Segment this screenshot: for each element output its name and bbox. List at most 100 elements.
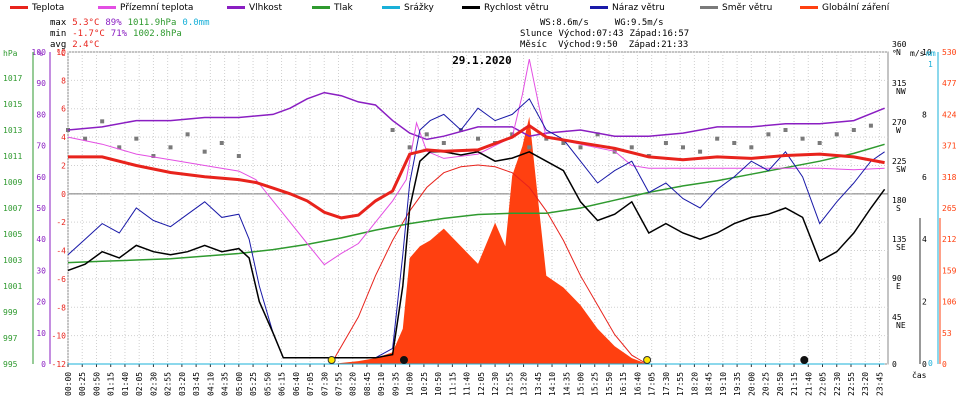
x-tick-label: 10:50 (434, 372, 443, 396)
wind-direction-point (168, 145, 173, 150)
x-tick-label: 16:40 (633, 372, 642, 396)
pressure-tick-label: 1017 (3, 74, 22, 83)
series-pressure (67, 143, 885, 264)
pressure-unit: hPa (3, 49, 18, 58)
wind-direction-point (578, 145, 583, 150)
pressure-tick-label: 1001 (3, 282, 22, 291)
x-tick-label: 05:00 (235, 372, 244, 396)
wind-direction-point (134, 136, 139, 141)
wind-direction-point (219, 141, 224, 145)
x-tick-label: 09:35 (391, 372, 400, 396)
x-tick-label: 14:10 (548, 372, 557, 396)
x-axis-label: čas (912, 370, 927, 380)
wind-direction-point (715, 136, 720, 141)
wind-direction-point (544, 136, 549, 141)
x-tick-label: 05:25 (249, 372, 258, 396)
wind-direction-point (100, 119, 105, 124)
temperature-tick-label: -12 (52, 360, 67, 369)
humidity-tick-label: 10 (36, 329, 46, 338)
legend-swatch (700, 6, 718, 9)
x-tick-label: 05:50 (263, 372, 272, 396)
wind-direction-point (527, 145, 532, 150)
x-tick-label: 11:15 (448, 372, 457, 396)
x-tick-label: 21:15 (790, 372, 799, 396)
wind-direction-point (561, 141, 566, 145)
x-tick-label: 12:05 (477, 372, 486, 396)
x-tick-label: 07:05 (306, 372, 315, 396)
legend-swatch (382, 6, 400, 9)
wind-direction-point (732, 141, 737, 145)
pressure-tick-label: 1005 (3, 230, 22, 239)
x-tick-label: 02:05 (135, 372, 144, 396)
x-tick-label: 17:55 (676, 372, 685, 396)
series-radiation-area (331, 116, 648, 364)
wind-direction-point (510, 132, 515, 137)
wind-direction-point (595, 132, 600, 137)
direction-tick-label: 45 (892, 313, 902, 322)
rain-tick-label: 1 (928, 60, 933, 69)
legend-label: Vlhkost (249, 3, 282, 13)
temperature-tick-label: -4 (56, 247, 66, 256)
direction-tick-label: E (896, 282, 901, 291)
legend-label: Srážky (404, 3, 434, 13)
x-tick-label: 12:55 (505, 372, 514, 396)
legend-swatch (227, 6, 245, 9)
rain-tick-label: 0 (928, 359, 933, 368)
legend-entry: Náraz větru (590, 3, 665, 13)
legend-label: Náraz větru (612, 3, 665, 13)
wind-direction-point (800, 136, 805, 141)
x-tick-label: 19:35 (733, 372, 742, 396)
wind-direction-point (202, 149, 207, 154)
humidity-tick-label: 20 (36, 298, 46, 307)
x-tick-label: 22:30 (833, 372, 842, 396)
chart-title: 29.1.2020 (452, 54, 512, 67)
x-tick-label: 00:50 (92, 372, 101, 396)
radiation-tick-label: 0 (942, 360, 947, 369)
x-tick-label: 14:35 (562, 372, 571, 396)
wind-direction-point (868, 123, 873, 128)
stats-moon: Měsíc Východ:9:50 Západ:21:33 (520, 40, 689, 50)
temperature-tick-label: 6 (61, 105, 66, 114)
radiation-tick-label: 212 (942, 235, 957, 244)
radiation-tick-label: 53 (942, 329, 952, 338)
rain-unit: mm (926, 49, 936, 58)
x-tick-label: 03:20 (178, 372, 187, 396)
legend-swatch (10, 6, 28, 9)
direction-tick-label: SE (896, 243, 906, 252)
legend-entry: Tlak (312, 3, 353, 13)
direction-tick-label: N (896, 48, 901, 57)
wind-unit: m/s (910, 49, 925, 58)
wind-direction-point (151, 154, 156, 158)
x-tick-label: 07:55 (334, 372, 343, 396)
series-temperature (68, 123, 885, 220)
wind-tick-label: 8 (922, 110, 927, 119)
series-ground-temperature (67, 58, 885, 266)
moonset-marker (800, 356, 809, 364)
direction-tick-label: 315 (892, 79, 907, 88)
direction-tick-label: 270 (892, 118, 907, 127)
wind-direction-point (851, 128, 856, 132)
x-tick-label: 08:20 (349, 372, 358, 396)
wind-direction-point (236, 154, 241, 158)
humidity-tick-label: 50 (36, 204, 46, 213)
temperature-tick-label: -6 (56, 275, 66, 284)
pressure-tick-label: 1011 (3, 152, 22, 161)
x-tick-label: 15:00 (577, 372, 586, 396)
radiation-tick-label: 530 (942, 48, 957, 57)
legend: Teplota Přízemní teplota Vlhkost Tlak Srážky… (0, 0, 966, 16)
x-tick-label: 06:15 (278, 372, 287, 396)
x-tick-label: 08:45 (363, 372, 372, 396)
temperature-tick-label: -2 (56, 218, 66, 227)
legend-label: Tlak (334, 3, 353, 13)
legend-entry: Srážky (382, 3, 434, 13)
temperature-tick-label: -10 (52, 332, 67, 341)
x-tick-label: 15:25 (591, 372, 600, 396)
x-tick-label: 22:55 (847, 372, 856, 396)
legend-swatch (312, 6, 330, 9)
humidity-tick-label: 40 (36, 235, 46, 244)
temperature-tick-label: -8 (56, 303, 66, 312)
radiation-tick-label: 159 (942, 266, 957, 275)
x-tick-label: 20:50 (776, 372, 785, 396)
legend-label: Teplota (32, 3, 65, 13)
radiation-tick-label: 371 (942, 142, 957, 151)
